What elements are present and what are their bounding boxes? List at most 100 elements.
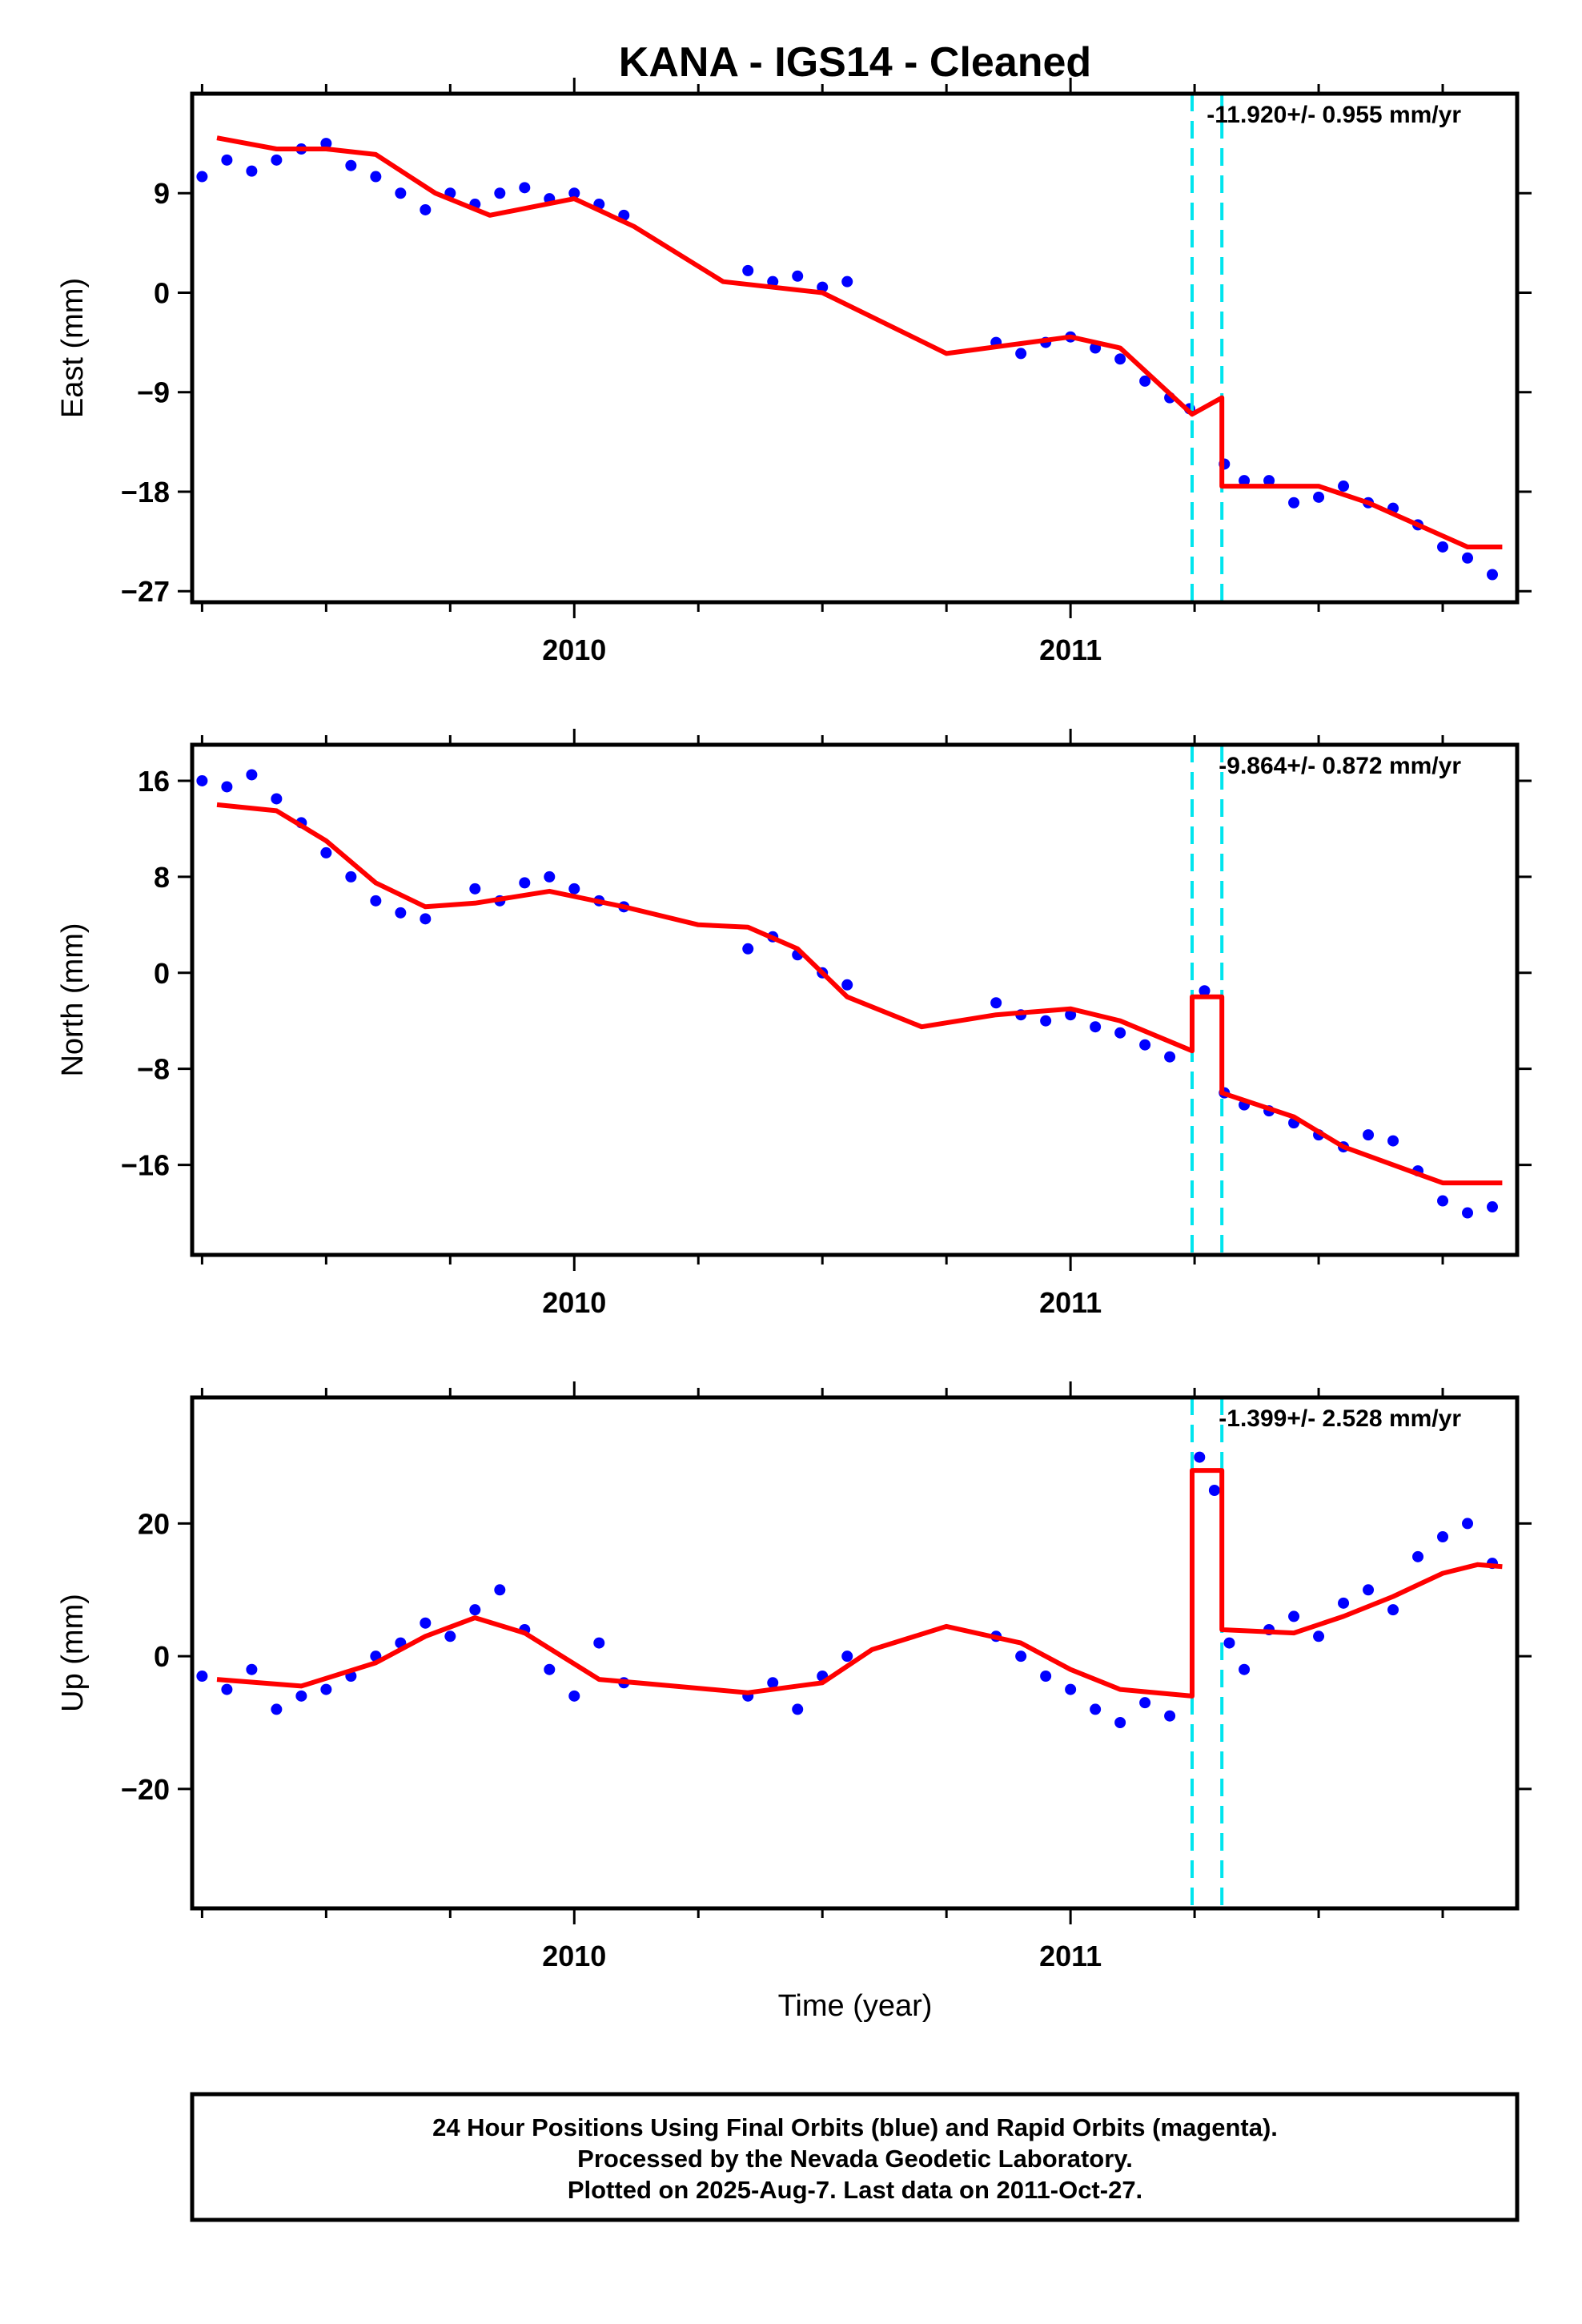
data-point: [841, 275, 853, 287]
y-tick-label: 0: [154, 1640, 170, 1673]
data-point: [568, 883, 580, 895]
data-point: [196, 1671, 208, 1682]
x-tick-label: 2011: [1039, 1940, 1102, 1972]
y-tick-label: 16: [138, 765, 170, 798]
data-point: [444, 1630, 456, 1642]
data-point: [1437, 1195, 1449, 1207]
data-point: [246, 1663, 258, 1675]
data-point: [767, 1677, 779, 1689]
data-point: [1437, 1531, 1449, 1542]
data-point: [345, 870, 357, 883]
data-point: [196, 171, 208, 183]
data-point: [395, 907, 407, 919]
data-point: [841, 979, 853, 991]
data-point: [1208, 1485, 1220, 1496]
data-point: [295, 1690, 307, 1702]
footer-line-3: Plotted on 2025-Aug-7. Last data on 2011…: [568, 2176, 1142, 2204]
y-axis-label: East (mm): [56, 278, 90, 418]
data-point: [420, 203, 432, 215]
data-point: [1338, 1597, 1350, 1609]
data-point: [370, 171, 382, 183]
data-point: [1412, 1550, 1424, 1562]
data-point: [841, 1651, 853, 1663]
data-point: [345, 159, 357, 171]
footer-box: [190, 2092, 1520, 2222]
panel-2: 2010 2011 16 8 0 −8 −16 -9.864+/- 0.872 mm/yr No…: [56, 729, 1532, 1319]
y-tick-label: −8: [137, 1053, 170, 1086]
data-point: [1090, 1021, 1102, 1033]
data-point: [1114, 353, 1126, 365]
data-point: [196, 774, 208, 786]
data-point: [370, 895, 382, 907]
panel-3: 2010 2011 20 0 −20 -1.399+/- 2.528 mm/yr Up (m…: [56, 1381, 1532, 1972]
x-tick-label: 2010: [542, 633, 606, 666]
y-tick-label: −16: [121, 1149, 170, 1182]
data-point: [593, 1637, 605, 1649]
data-point: [1040, 1015, 1052, 1027]
plot-frame: [190, 742, 1520, 1257]
y-tick-label: 20: [138, 1507, 170, 1540]
data-point: [1487, 569, 1499, 581]
data-point: [469, 1604, 481, 1616]
data-point: [1139, 1697, 1151, 1709]
data-point: [1065, 1009, 1077, 1021]
data-point: [1437, 541, 1449, 553]
data-point: [1462, 552, 1474, 564]
data-point: [1288, 497, 1300, 509]
data-point: [246, 165, 258, 177]
rate-label: -9.864+/- 0.872 mm/yr: [1219, 753, 1461, 779]
data-point: [817, 281, 829, 293]
y-tick-label: 9: [154, 177, 170, 210]
panels: 2010 2011 9 0 −9 −18 −27 -11.920+/- 0.955 mm/yr…: [56, 78, 1532, 1972]
data-point: [1239, 475, 1251, 487]
data-point: [1462, 1207, 1474, 1219]
data-point: [519, 182, 531, 194]
data-point: [742, 943, 754, 955]
data-point: [420, 913, 432, 925]
data-point: [1487, 1201, 1499, 1213]
data-point: [221, 1683, 233, 1695]
data-point: [494, 187, 506, 199]
y-tick-label: −20: [121, 1773, 170, 1806]
data-point: [221, 154, 233, 166]
data-point: [1338, 480, 1350, 493]
data-point: [221, 781, 233, 793]
x-tick-label: 2010: [542, 1940, 606, 1972]
y-tick-label: 0: [154, 276, 170, 309]
x-tick-label: 2011: [1039, 633, 1102, 666]
y-tick-label: −9: [137, 376, 170, 409]
plot-frame: [190, 1395, 1520, 1911]
data-point: [1015, 348, 1027, 360]
panel-1: 2010 2011 9 0 −9 −18 −27 -11.920+/- 0.955 mm/yr…: [56, 78, 1532, 666]
data-point: [320, 1683, 332, 1695]
data-point: [271, 154, 283, 166]
data-point: [420, 1617, 432, 1629]
model-curve: [216, 1468, 1503, 1699]
plot-frame: [190, 91, 1520, 605]
data-point: [568, 1690, 580, 1702]
data-point: [568, 187, 580, 199]
plot-area: [196, 1397, 1503, 1908]
data-point: [1139, 1039, 1151, 1051]
data-point: [1090, 1703, 1102, 1715]
chart-title: KANA - IGS14 - Cleaned: [619, 39, 1091, 86]
data-point: [1139, 375, 1151, 387]
y-tick-label: 0: [154, 957, 170, 990]
plot-area: [196, 745, 1503, 1255]
data-point: [271, 1703, 283, 1715]
data-point: [395, 187, 407, 199]
data-point: [990, 997, 1002, 1009]
data-point: [320, 138, 332, 150]
data-point: [494, 1584, 506, 1596]
data-point: [1065, 1683, 1077, 1695]
data-point: [320, 846, 332, 858]
data-point: [1164, 1051, 1176, 1063]
data-point: [1387, 1604, 1399, 1616]
data-point: [1015, 1651, 1027, 1663]
x-axis-label: Time (year): [778, 1989, 933, 2023]
data-point: [519, 877, 531, 889]
data-point: [1363, 1584, 1375, 1596]
footer-line-1: 24 Hour Positions Using Final Orbits (bl…: [432, 2113, 1278, 2141]
data-point: [742, 264, 754, 276]
